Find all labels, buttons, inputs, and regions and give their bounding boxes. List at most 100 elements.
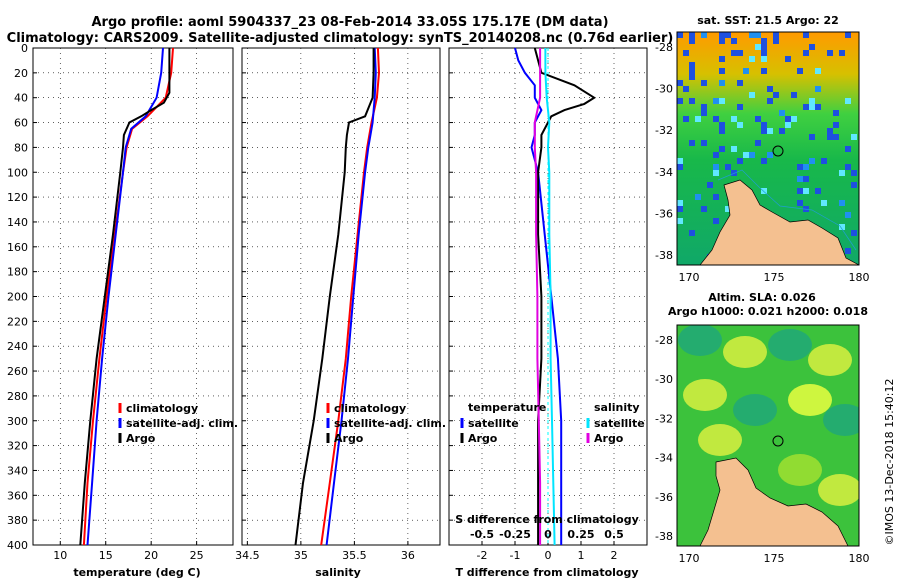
depth-tick-label: 60 (14, 117, 28, 130)
sst-pixel (851, 170, 857, 176)
sst-pixel (851, 182, 857, 188)
sst-pixel (767, 152, 773, 158)
sst-pixel (797, 188, 803, 194)
sst-pixel (689, 32, 695, 38)
sst-pixel (677, 32, 683, 38)
sst-pixel (695, 194, 701, 200)
sla-blob (823, 404, 859, 436)
sst-pixel (773, 92, 779, 98)
x-tick-label: 25 (190, 549, 204, 562)
sst-map-frame (676, 31, 860, 266)
sst-pixel (803, 32, 809, 38)
sla-blob (723, 336, 767, 368)
difference-legend: temperature salinity satellite Argo sate… (460, 401, 645, 445)
sst-pixel (701, 104, 707, 110)
series-line-salinity-argo (533, 48, 542, 545)
map-lon-label: 170 (679, 271, 700, 284)
x-tick-label: 20 (144, 549, 158, 562)
sla-blob (698, 424, 742, 456)
difference-panel: -2 -1 0 1 2 T difference from climatology te… (448, 47, 648, 579)
sst-pixel (713, 194, 719, 200)
sst-pixel (719, 146, 725, 152)
difference-xlabel: T difference from climatology (455, 566, 638, 579)
sst-pixel (689, 98, 695, 104)
sst-pixel (719, 122, 725, 128)
depth-tick-label: 260 (7, 365, 28, 378)
map-lat-label: -28 (655, 41, 673, 54)
sst-pixel (845, 248, 851, 254)
salinity-panel: 34.5 35 35.5 36 salinity climatology satell… (235, 47, 446, 579)
map-lat-label: -38 (655, 249, 673, 262)
legend-label-sal-argo: Argo (594, 432, 624, 445)
map-lon-label: 180 (849, 552, 870, 565)
s-tick-label: -0.5 (470, 528, 494, 541)
legend-label-temp-argo: Argo (468, 432, 498, 445)
s-tick-label: 0.5 (604, 528, 624, 541)
map-lat-label: -30 (655, 373, 673, 386)
sst-pixel (761, 38, 767, 44)
sst-pixel (719, 38, 725, 44)
s-difference-label: S difference from climatology (455, 513, 639, 526)
depth-tick-label: 320 (7, 440, 28, 453)
sla-blob (818, 474, 859, 506)
depth-tick-label: 0 (21, 42, 28, 55)
sla-map-frame (676, 324, 860, 547)
sst-pixel (761, 122, 767, 128)
x-tick-label: 15 (99, 549, 113, 562)
sla-blob (733, 394, 777, 426)
series-line-climatology (320, 47, 381, 546)
sst-pixel (815, 86, 821, 92)
sst-pixel (809, 98, 815, 104)
sst-pixel (695, 116, 701, 122)
sst-pixel (719, 56, 725, 62)
sst-pixel (689, 68, 695, 74)
sst-pixel (749, 152, 755, 158)
sst-pixel (761, 188, 767, 194)
sst-pixel (803, 176, 809, 182)
sst-pixel (845, 164, 851, 170)
sst-pixel (773, 32, 779, 38)
sst-pixel (839, 50, 845, 56)
sst-pixel (719, 32, 725, 38)
x-tick-label: -2 (477, 549, 488, 562)
sst-pixel (803, 104, 809, 110)
depth-tick-label: 80 (14, 141, 28, 154)
sst-pixel (833, 110, 839, 116)
sst-pixel (809, 104, 815, 110)
sst-pixel (821, 200, 827, 206)
sst-pixel (803, 50, 809, 56)
depth-tick-label: 40 (14, 92, 28, 105)
sst-pixel (683, 116, 689, 122)
x-tick-label: -1 (510, 549, 521, 562)
map-lon-label: 180 (849, 271, 870, 284)
series-line-temperature-argo (533, 47, 597, 545)
sst-pixel (761, 44, 767, 50)
x-tick-label: 0 (545, 549, 552, 562)
sst-pixel (677, 206, 683, 212)
sla-blob (808, 344, 852, 376)
series-line-argo (79, 48, 171, 546)
sst-pixel (737, 50, 743, 56)
sst-pixel (845, 32, 851, 38)
depth-tick-label: 400 (7, 539, 28, 552)
depth-tick-label: 380 (7, 514, 28, 527)
sla-blob (778, 454, 822, 486)
sst-pixel (725, 206, 731, 212)
sst-pixel (737, 104, 743, 110)
x-tick-label: 35.5 (342, 549, 367, 562)
map-lat-label: -38 (655, 530, 673, 543)
sst-pixel (701, 110, 707, 116)
sst-pixel (851, 134, 857, 140)
map-lat-label: -32 (655, 412, 673, 425)
x-tick-label: 10 (53, 549, 67, 562)
argo-float-marker (772, 145, 784, 157)
sla-blob (683, 379, 727, 411)
sst-pixel (755, 44, 761, 50)
sst-pixel (755, 32, 761, 38)
depth-tick-label: 100 (7, 166, 28, 179)
sst-pixel (713, 170, 719, 176)
sst-pixel (845, 212, 851, 218)
x-tick-label: 35 (294, 549, 308, 562)
argo-float-marker (772, 435, 784, 447)
